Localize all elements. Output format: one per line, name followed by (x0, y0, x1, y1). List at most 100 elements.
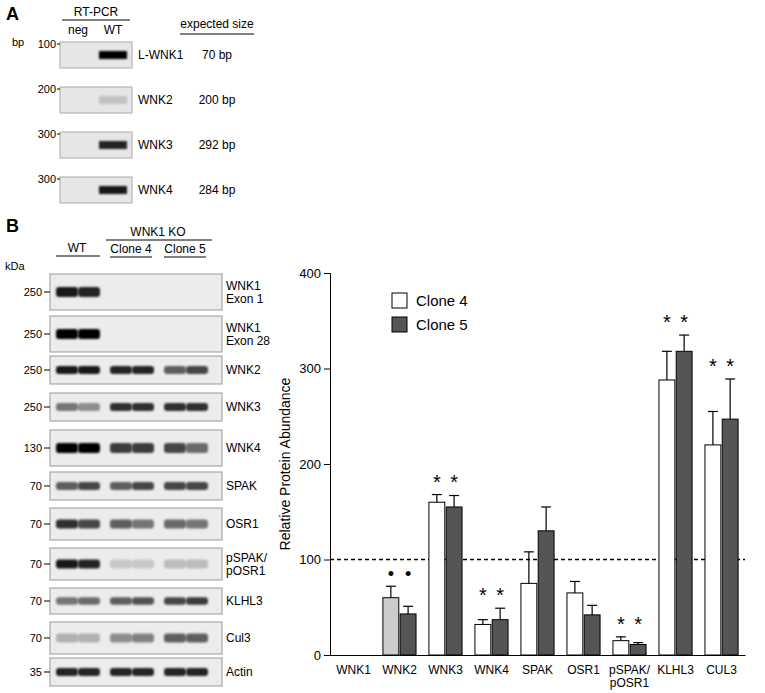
x-tick-label: WNK1 (336, 663, 371, 677)
marker-tick (44, 407, 50, 408)
error-stem (528, 552, 529, 584)
x-tick-label: WNK2 (382, 663, 417, 677)
gel-lane-box (60, 132, 132, 158)
legend-swatch (392, 317, 407, 332)
legend: Clone 4Clone 5 (392, 292, 468, 333)
blot-band (78, 403, 100, 411)
blot-row: 70Cul3 (30, 622, 251, 654)
blot-band (78, 560, 100, 569)
error-cap (524, 551, 534, 552)
blot-band (132, 520, 154, 529)
size-marker: 300 (38, 173, 56, 185)
error-cap (587, 605, 597, 606)
gel-lane-box (60, 177, 132, 203)
blot-band (164, 482, 186, 490)
marker-unit: kDa (5, 260, 25, 272)
gel-lane-box (60, 87, 132, 113)
clone-label: Clone 4 (110, 242, 152, 256)
blot-band (164, 366, 186, 374)
y-tick-label: 400 (299, 266, 321, 281)
blot-band (56, 482, 78, 490)
error-cap (570, 581, 580, 582)
gel-band (99, 51, 127, 59)
blot-band (78, 668, 100, 676)
group-label: WT (68, 241, 87, 255)
y-tick-label: 0 (314, 648, 321, 663)
significance-marker: * (726, 355, 734, 377)
legend-label: Clone 5 (416, 316, 468, 333)
size-marker: 200 (38, 83, 56, 95)
y-tick-mark (324, 560, 330, 561)
blot-label: WNK4 (226, 441, 261, 455)
error-bar (708, 411, 718, 444)
error-stem (592, 605, 593, 615)
significance-marker: * (663, 311, 671, 333)
gene-label: WNK4 (138, 183, 173, 197)
marker-tick (44, 601, 50, 602)
lane-label: neg (68, 23, 88, 37)
significance-marker: • (405, 564, 411, 584)
error-stem (574, 581, 575, 592)
error-cap (679, 334, 689, 335)
y-tick-mark (324, 655, 330, 656)
blot-label: WNK2 (226, 363, 261, 377)
y-tick-label: 200 (299, 457, 321, 472)
kda-marker: 70 (30, 595, 42, 607)
blot-box (50, 658, 222, 686)
x-axis-line (331, 655, 746, 656)
x-tick: WNK3 (428, 655, 463, 677)
error-bar (662, 351, 672, 380)
blot-label: KLHL3 (226, 594, 263, 608)
blot-band (186, 597, 208, 604)
error-cap (403, 606, 413, 607)
group-rule (56, 256, 100, 257)
blot-label: SPAK (226, 479, 257, 493)
error-bar (449, 496, 459, 507)
bar (630, 644, 646, 655)
expected-size: 284 bp (199, 183, 236, 197)
marker-tick (44, 448, 50, 449)
y-tick: 0 (314, 648, 330, 663)
blot-row: 35Actin (30, 658, 253, 686)
blot-band (110, 403, 132, 411)
blot-band (56, 668, 78, 676)
kda-marker: 70 (30, 632, 42, 644)
error-bar (403, 606, 413, 614)
x-tick-label: WNK3 (428, 663, 463, 677)
blot-band (78, 366, 100, 374)
error-cap (725, 378, 735, 379)
blot-box (50, 274, 222, 310)
error-stem (390, 586, 391, 597)
bar (722, 419, 738, 655)
blot-band (56, 287, 78, 297)
error-stem (730, 379, 731, 419)
y-axis-line (324, 274, 331, 656)
marker-tick (57, 44, 60, 45)
error-cap (541, 506, 551, 507)
blot-band (56, 634, 78, 643)
blot-band (56, 597, 78, 604)
error-stem (408, 606, 409, 614)
bar (613, 641, 629, 655)
bar (383, 598, 399, 655)
group-rule (106, 240, 212, 241)
blot-row: 130 WNK4 (24, 430, 261, 466)
bar (538, 531, 554, 655)
bar (676, 351, 692, 655)
group-rule (164, 257, 206, 258)
significance-marker: * (680, 311, 688, 333)
bar (659, 380, 675, 655)
bar (521, 583, 537, 655)
x-tick-label: SPAK (522, 663, 553, 677)
error-cap (449, 495, 459, 496)
marker-tick (44, 334, 50, 335)
blot-band (110, 443, 132, 453)
blot-band (164, 520, 186, 529)
x-tick: WNK2 (382, 655, 417, 677)
y-tick-label: 100 (299, 552, 321, 567)
blot-band (186, 443, 208, 453)
bar (475, 624, 491, 655)
gel-band (99, 141, 127, 149)
kda-marker: 70 (30, 558, 42, 570)
kda-marker: 130 (24, 442, 42, 454)
